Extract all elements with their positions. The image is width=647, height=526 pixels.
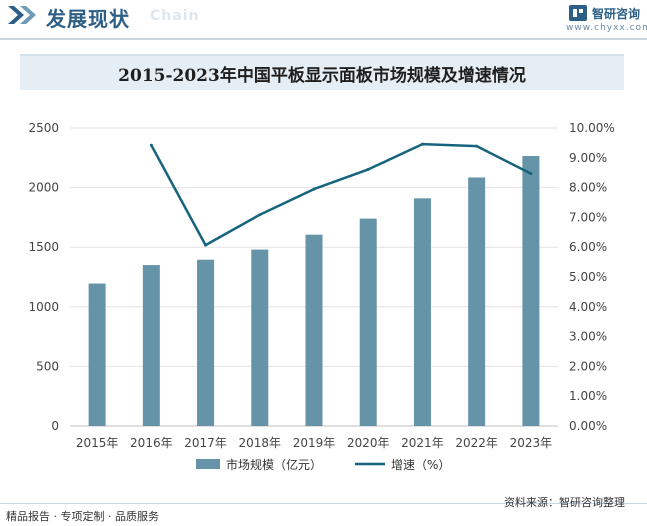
bar-market-size: [468, 177, 486, 426]
y-right-tick-label: 9.00%: [569, 151, 607, 165]
section-subtitle: Chain: [150, 8, 200, 24]
chart-title: 2015-2023年中国平板显示面板市场规模及增速情况: [118, 65, 526, 86]
y-left-tick-label: 1000: [28, 300, 59, 314]
growth-point: [204, 243, 208, 247]
section-title: 发展现状: [46, 7, 130, 31]
growth-point: [312, 187, 316, 191]
y-right-tick-label: 7.00%: [569, 210, 607, 224]
chart-title-box: 2015-2023年中国平板显示面板市场规模及增速情况: [20, 54, 624, 90]
growth-point: [258, 213, 262, 217]
bar-market-size: [142, 265, 160, 426]
y-left-tick-label: 0: [51, 419, 59, 433]
x-tick-label: 2015年: [76, 436, 119, 450]
header-divider: [0, 38, 647, 40]
y-right-tick-label: 0.00%: [569, 419, 607, 433]
growth-point: [420, 142, 424, 146]
x-tick-label: 2020年: [347, 436, 390, 450]
footer-divider: [0, 503, 647, 504]
y-left-tick-label: 1500: [28, 240, 59, 254]
y-right-tick-label: 2.00%: [569, 359, 607, 373]
bar-market-size: [305, 234, 323, 426]
brand-name: 智研咨询: [592, 7, 641, 21]
line-growth-rate: [150, 142, 532, 247]
growth-point: [366, 167, 370, 171]
x-tick-label: 2018年: [239, 436, 282, 450]
x-tick-label: 2023年: [510, 436, 553, 450]
bar-market-size: [251, 249, 269, 426]
y-right-tick-label: 4.00%: [569, 300, 607, 314]
y-left-tick-label: 500: [36, 359, 59, 373]
brand-logo-icon: [569, 5, 587, 21]
y-right-tick-label: 6.00%: [569, 240, 607, 254]
bar-market-size: [197, 259, 215, 426]
y-left-tick-label: 2500: [28, 121, 59, 135]
source-note: 资料来源：智研咨询整理: [504, 496, 625, 509]
bar-market-size: [413, 198, 431, 426]
y-right-tick-label: 1.00%: [569, 389, 607, 403]
y-left-tick-label: 2000: [28, 181, 59, 195]
bar-market-size: [359, 218, 377, 426]
y-right-tick-label: 3.00%: [569, 330, 607, 344]
legend-swatch-bar: [196, 459, 220, 469]
footer-tagline: 精品报告 · 专项定制 · 品质服务: [6, 510, 159, 523]
x-tick-label: 2022年: [455, 436, 498, 450]
legend-label-bar: 市场规模（亿元）: [226, 457, 322, 472]
y-right-tick-label: 10.00%: [569, 121, 615, 135]
x-tick-label: 2019年: [293, 436, 336, 450]
bar-market-size: [88, 283, 106, 426]
bar-market-size: [522, 156, 540, 426]
growth-point: [149, 143, 153, 147]
growth-point: [529, 172, 533, 176]
y-right-tick-label: 8.00%: [569, 181, 607, 195]
header-bar: 发展现状 Chain 智研咨询 www.chyxx.com: [0, 0, 647, 40]
legend-label-line: 增速（%）: [391, 458, 450, 472]
chevron-double-icon: [8, 6, 36, 24]
x-tick-label: 2017年: [184, 436, 227, 450]
x-tick-label: 2016年: [130, 436, 173, 450]
brand-url[interactable]: www.chyxx.com: [566, 23, 647, 33]
y-right-tick-label: 5.00%: [569, 270, 607, 284]
x-tick-label: 2021年: [401, 436, 444, 450]
growth-point: [475, 144, 479, 148]
